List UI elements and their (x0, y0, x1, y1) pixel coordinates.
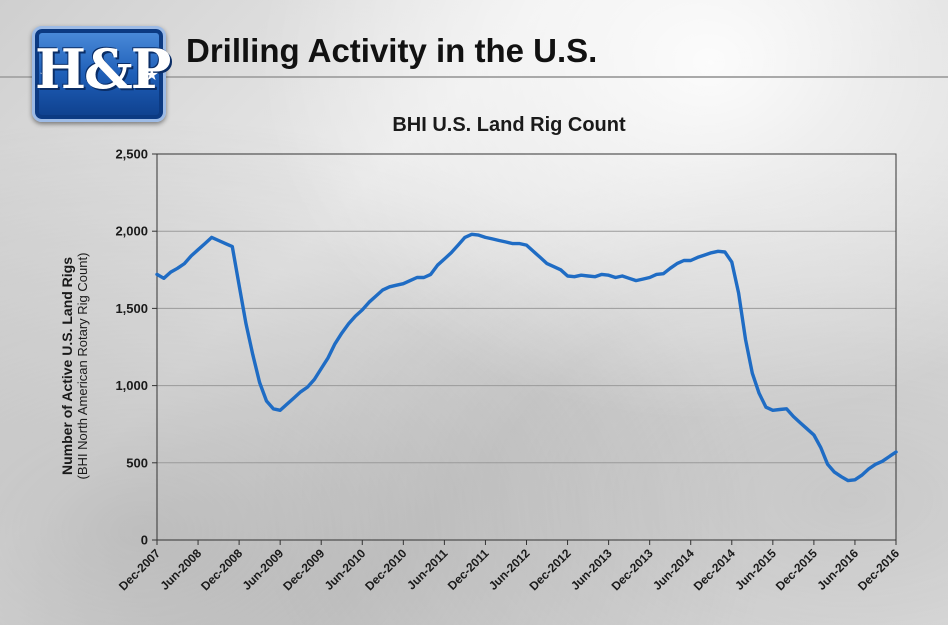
series-line-rig-count (155, 232, 898, 483)
x-tick-label: Jun-2009 (240, 546, 287, 593)
x-tick-label: Jun-2012 (486, 546, 533, 593)
x-tick-label: Dec-2014 (691, 546, 738, 593)
y-tick-label: 1,000 (115, 378, 148, 393)
y-tick-label: 2,000 (115, 224, 148, 239)
x-tick-label: Dec-2010 (362, 546, 409, 593)
x-tick-label: Dec-2008 (198, 546, 245, 593)
company-logo: ★ H&P ★ (32, 26, 171, 122)
star-icon: ★ (144, 67, 159, 84)
x-tick-label: Dec-2013 (609, 546, 656, 593)
y-tick-label: 2,500 (115, 147, 148, 162)
logo-text: H&P (35, 37, 171, 101)
x-tick-label: Dec-2009 (280, 546, 327, 593)
star-icon: ★ (39, 67, 54, 84)
x-tick-label: Dec-2015 (773, 546, 820, 593)
x-tick-label: Jun-2016 (814, 546, 861, 593)
x-tick-label: Jun-2011 (404, 546, 450, 592)
x-tick-label: Jun-2010 (322, 546, 369, 593)
y-tick-label: 1,500 (115, 301, 148, 316)
y-ticks: 0 500 1,000 1,500 2,000 2,500 (115, 147, 157, 548)
x-tick-label: Jun-2013 (568, 546, 615, 593)
header-divider (0, 76, 948, 78)
y-tick-label: 500 (126, 455, 148, 470)
x-tick-label: Jun-2014 (650, 546, 697, 593)
plot-area (156, 153, 897, 541)
chart-title: BHI U.S. Land Rig Count (392, 114, 626, 136)
x-tick-label: Jun-2015 (732, 546, 779, 593)
x-ticks: Dec-2007Jun-2008Dec-2008Jun-2009Dec-2009… (116, 540, 902, 593)
gridlines (157, 230, 896, 464)
x-tick-label: Dec-2016 (855, 546, 902, 593)
x-tick-label: Jun-2008 (157, 546, 204, 593)
y-tick-label: 0 (141, 533, 148, 548)
x-tick-label: Dec-2011 (445, 546, 492, 593)
page-title: Drilling Activity in the U.S. (186, 32, 598, 69)
x-tick-label: Dec-2012 (526, 546, 573, 593)
x-tick-label: Dec-2007 (116, 546, 163, 593)
